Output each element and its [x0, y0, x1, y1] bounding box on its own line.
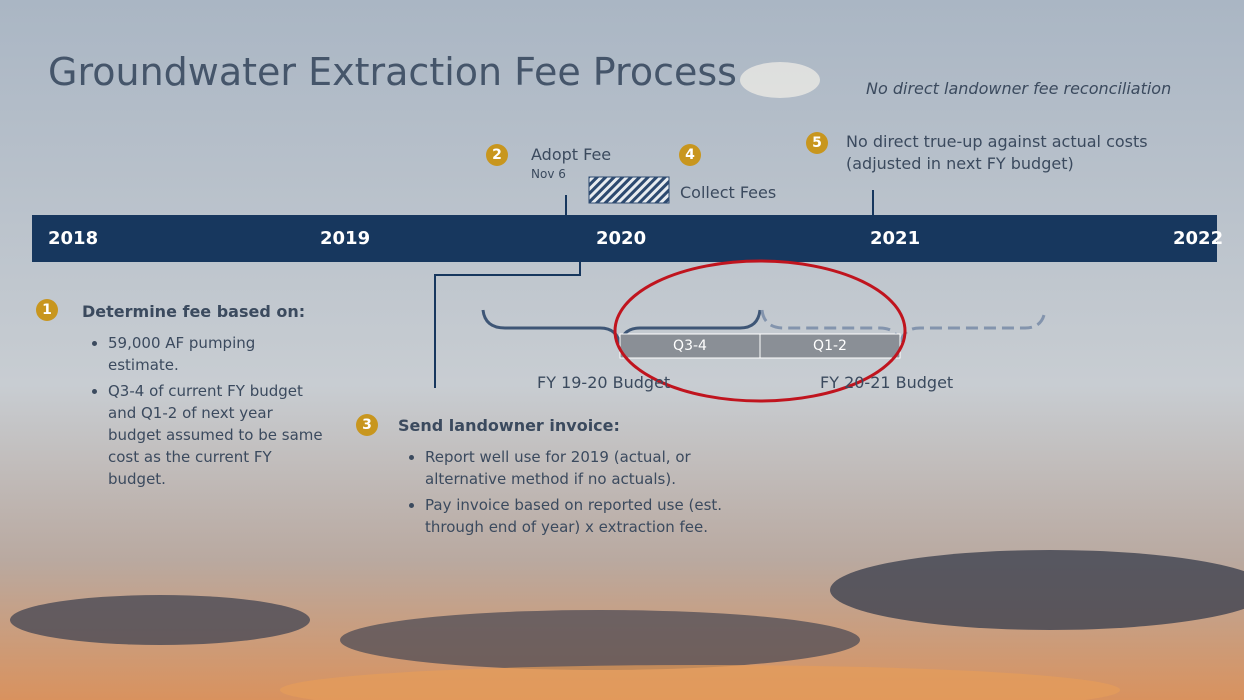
title: Groundwater Extraction Fee Process — [48, 50, 737, 94]
year: 2020 — [596, 228, 647, 249]
step-label: Collect Fees — [680, 183, 777, 202]
subtitle: No direct landowner fee reconciliation — [866, 79, 1172, 98]
year: 2018 — [48, 228, 99, 249]
step-heading: Determine fee based on: — [82, 302, 306, 321]
step-label: Adopt Fee — [531, 145, 612, 164]
step-number: 1 — [36, 299, 58, 321]
budget-label: FY 19-20 Budget — [537, 373, 671, 392]
bullet-list: 59,000 AF pumping estimate. Q3-4 of curr… — [88, 326, 328, 494]
year: 2022 — [1173, 228, 1224, 249]
bullet: Report well use for 2019 (actual, or alt… — [425, 446, 765, 490]
step-number: 3 — [356, 414, 378, 436]
quarter-label: Q1-2 — [813, 338, 847, 354]
bullet: 59,000 AF pumping estimate. — [108, 332, 328, 376]
budget-label: FY 20-21 Budget — [820, 373, 954, 392]
step-number: 2 — [486, 144, 508, 166]
bullet: Pay invoice based on reported use (est. … — [425, 494, 765, 538]
year: 2019 — [320, 228, 371, 249]
year: 2021 — [870, 228, 921, 249]
quarter-label: Q3-4 — [673, 338, 707, 354]
step-heading: Send landowner invoice: — [398, 416, 620, 435]
step-label: No direct true-up against actual costs (… — [846, 132, 1148, 173]
bullet-list: Report well use for 2019 (actual, or alt… — [405, 440, 765, 542]
bullet: Q3-4 of current FY budget and Q1-2 of ne… — [108, 380, 328, 490]
step-date: Nov 6 — [531, 167, 566, 181]
step-number: 4 — [679, 144, 701, 166]
step-number: 5 — [806, 132, 828, 154]
